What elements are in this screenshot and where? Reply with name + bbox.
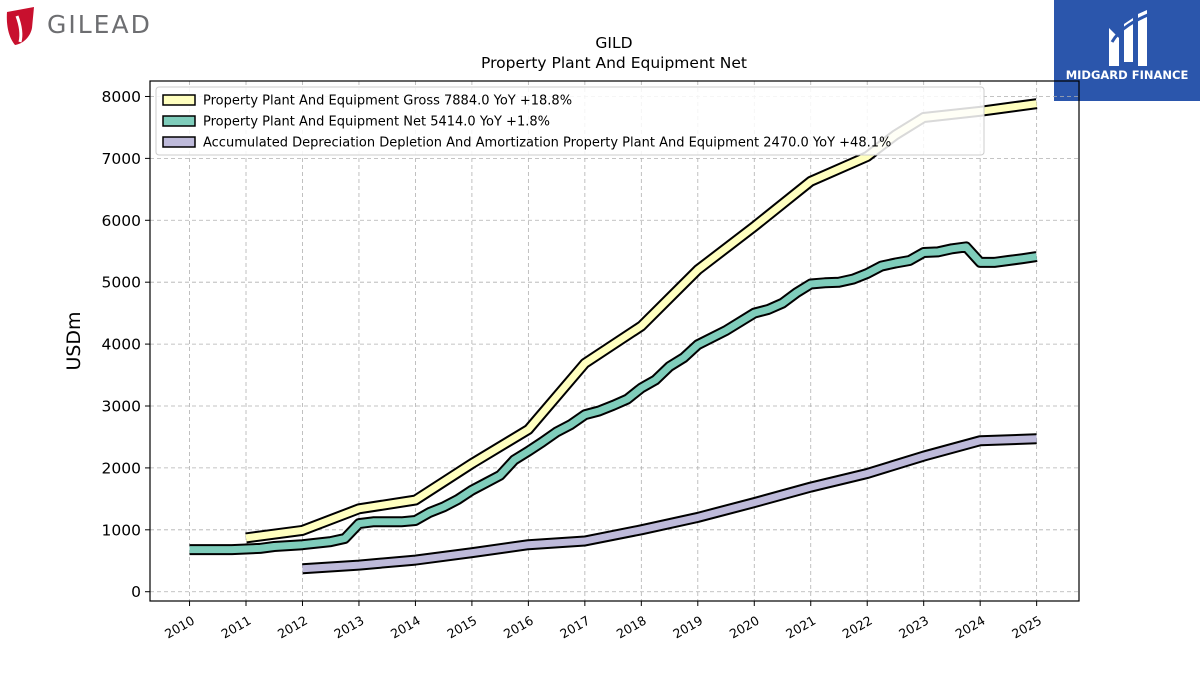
y-tick-label: 8000	[102, 88, 141, 106]
y-tick-label: 0	[131, 583, 141, 601]
legend-box	[155, 86, 985, 156]
plot-frame	[149, 80, 1080, 602]
x-tick-label: 2019	[670, 613, 705, 642]
x-tick-label: 2014	[388, 613, 423, 642]
gilead-logo-text: GILEAD	[47, 10, 152, 39]
x-tick-label: 2021	[783, 613, 818, 642]
x-tick-label: 2022	[840, 613, 875, 642]
series-line-3	[302, 433, 1037, 575]
x-tick-label: 2010	[162, 613, 197, 642]
chart-title: GILD	[595, 34, 632, 52]
x-axis: 2010 2011 2012 2013 2014 2015 2016 2017 2018 2019…	[162, 601, 1044, 642]
x-tick-label: 2020	[727, 613, 762, 642]
chart-subtitle: Property Plant And Equipment Net	[481, 54, 747, 72]
series-layer	[189, 98, 1038, 575]
y-tick-label: 7000	[102, 150, 141, 168]
series-fill	[302, 435, 1037, 573]
legend-label-2: Property Plant And Equipment Net 5414.0 …	[203, 115, 550, 130]
legend-label-1: Property Plant And Equipment Gross 7884.…	[203, 94, 572, 109]
gilead-leaf-icon	[6, 7, 34, 45]
series-line-2	[189, 241, 1038, 556]
series-outline	[189, 241, 1038, 556]
legend-swatch-3	[162, 136, 196, 148]
legend-swatch-2	[162, 115, 196, 127]
y-tick-label: 6000	[102, 212, 141, 230]
y-tick-label: 3000	[102, 398, 141, 416]
midgard-mark-icon	[1109, 10, 1151, 66]
y-axis: 0 1000 2000 3000 4000 5000 6000 7000 8000	[102, 88, 150, 601]
x-tick-label: 2012	[275, 613, 310, 642]
x-tick-label: 2018	[614, 613, 649, 642]
y-axis-label: USDm	[63, 311, 85, 370]
y-tick-label: 5000	[102, 274, 141, 292]
x-tick-label: 2025	[1009, 613, 1044, 642]
gilead-logo: GILEAD	[4, 4, 174, 48]
x-tick-label: 2013	[331, 613, 366, 642]
midgard-logo-text: MIDGARD FINANCE	[1065, 68, 1189, 82]
x-tick-label: 2023	[896, 613, 931, 642]
x-tick-label: 2017	[557, 613, 592, 642]
y-tick-label: 1000	[102, 521, 141, 539]
legend-label-3: Accumulated Depreciation Depletion And A…	[203, 136, 891, 151]
x-tick-label: 2011	[218, 613, 253, 642]
y-tick-label: 4000	[102, 336, 141, 354]
x-tick-label: 2016	[501, 613, 536, 642]
legend: Property Plant And Equipment Gross 7884.…	[155, 86, 985, 156]
midgard-finance-logo: MIDGARD FINANCE	[1054, 0, 1200, 101]
series-fill	[189, 243, 1038, 554]
x-tick-label: 2024	[953, 613, 988, 642]
legend-swatch-1	[162, 94, 196, 106]
x-tick-label: 2015	[444, 613, 479, 642]
y-tick-label: 2000	[102, 459, 141, 477]
